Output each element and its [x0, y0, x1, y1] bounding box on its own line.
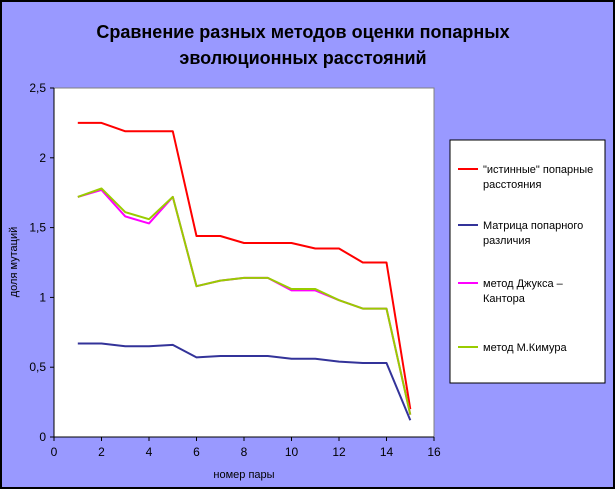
legend-label-1: расстояния	[483, 179, 541, 191]
y-tick-label: 2	[39, 151, 46, 165]
y-tick-label: 0	[39, 430, 46, 444]
y-axis-label: доля мутаций	[8, 227, 20, 298]
legend: "истинные" попарные расстояния Матрица поп…	[458, 164, 593, 354]
x-tick-label: 10	[285, 445, 299, 459]
legend-label-1: "истинные" попарные	[483, 164, 593, 176]
series-line-1	[77, 121, 412, 410]
chart-title-line-2: эволюционных расстояний	[179, 48, 426, 68]
y-tick-label: 2,5	[29, 81, 46, 95]
x-tick-label: 6	[193, 445, 200, 459]
legend-label-2: Матрица попарного	[483, 220, 583, 232]
x-tick-label: 8	[241, 445, 248, 459]
y-tick-label: 1,5	[29, 221, 46, 235]
chart-title-line-1: Сравнение разных методов оценки попарных	[96, 22, 509, 42]
legend-label-2: различия	[483, 235, 530, 247]
x-tick-label: 0	[51, 445, 58, 459]
x-tick-label: 4	[146, 445, 153, 459]
legend-label-3: метод Джукса –	[483, 278, 564, 290]
x-tick-label: 14	[380, 445, 394, 459]
x-tick-label: 12	[332, 445, 346, 459]
series-line-4	[77, 187, 412, 415]
x-tick-label: 16	[427, 445, 441, 459]
y-ticks: 0 0,5 1 1,5 2 2,5	[29, 81, 54, 444]
y-tick-label: 1	[39, 290, 46, 304]
legend-label-3: Кантора	[483, 293, 526, 305]
x-ticks: 0 2 4 6 8 10 12 14 16	[51, 437, 441, 459]
legend-box	[449, 139, 606, 384]
legend-label-4: метод М.Кимура	[483, 342, 568, 354]
series-lines	[77, 121, 412, 421]
x-tick-label: 2	[98, 445, 105, 459]
series-line-2	[77, 342, 412, 421]
y-tick-label: 0,5	[29, 360, 46, 374]
x-axis-label: номер пары	[213, 469, 274, 481]
